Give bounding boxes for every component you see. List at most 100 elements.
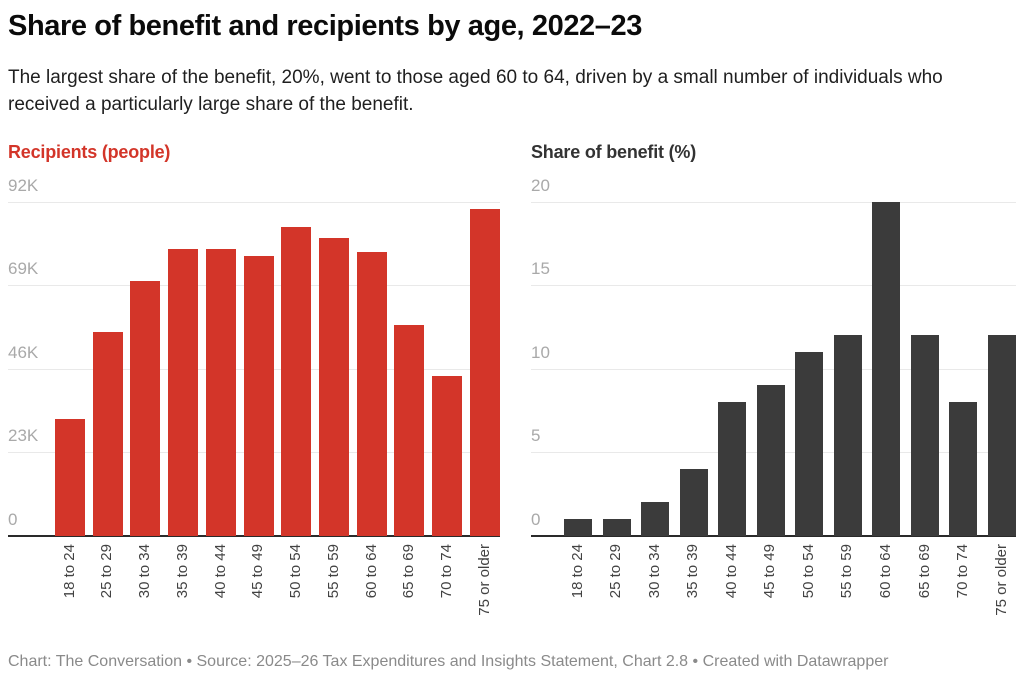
x-slot-benefit-45-to-49: 45 to 49 bbox=[757, 544, 785, 639]
y-tick-label-recipients-23k: 23K bbox=[8, 426, 39, 445]
bar-benefit-25-to-29 bbox=[602, 518, 631, 536]
gridline-benefit-10 bbox=[531, 368, 1016, 370]
x-slot-benefit-70-to-74: 70 to 74 bbox=[949, 544, 977, 639]
x-slot-recipients-50-to-54: 50 to 54 bbox=[281, 544, 311, 639]
x-tick-label-benefit-30-to-34: 30 to 34 bbox=[645, 543, 663, 598]
x-slot-benefit-55-to-59: 55 to 59 bbox=[834, 544, 862, 639]
x-tick-label-recipients-60-to-64: 60 to 64 bbox=[362, 543, 380, 598]
x-slot-benefit-40-to-44: 40 to 44 bbox=[718, 544, 746, 639]
bar-benefit-70-to-74 bbox=[949, 401, 978, 536]
bar-benefit-18-to-24 bbox=[564, 518, 592, 536]
x-slot-benefit-35-to-39: 35 to 39 bbox=[680, 544, 708, 639]
recipients-chart-title: Recipients (people) bbox=[8, 142, 171, 162]
x-slot-benefit-75-or-older: 75 or older bbox=[988, 544, 1016, 639]
y-tick-label-recipients-46k: 46K bbox=[8, 342, 39, 362]
bar-recipients-35-to-39 bbox=[168, 248, 199, 536]
y-tick-label-benefit-10: 10 bbox=[531, 342, 550, 362]
x-tick-label-benefit-18-to-24: 18 to 24 bbox=[568, 543, 586, 598]
benefit-share-chart-title: Share of benefit (%) bbox=[531, 142, 697, 162]
bar-benefit-75-or-older bbox=[987, 335, 1016, 536]
x-tick-label-benefit-25-to-29: 25 to 29 bbox=[607, 543, 625, 598]
x-tick-label-benefit-50-to-54: 50 to 54 bbox=[799, 543, 817, 598]
benefit-x-axis-labels: 18 to 24 25 to 29 30 to 34 35 to 39 40 to 44… bbox=[564, 544, 1016, 639]
x-axis-baseline-recipients-0 bbox=[8, 534, 500, 537]
bar-recipients-55-to-59 bbox=[319, 237, 350, 536]
bar-recipients-50-to-54 bbox=[281, 226, 312, 536]
y-tick-label-recipients-69k: 69K bbox=[8, 259, 39, 278]
bar-recipients-65-to-69 bbox=[394, 324, 425, 536]
x-slot-recipients-18-to-24: 18 to 24 bbox=[55, 544, 85, 639]
x-tick-label-recipients-65-to-69: 65 to 69 bbox=[400, 543, 418, 598]
recipients-bars bbox=[55, 202, 500, 536]
x-slot-recipients-30-to-34: 30 to 34 bbox=[130, 544, 160, 639]
bar-recipients-45-to-49 bbox=[243, 255, 274, 536]
gridline-benefit-15 bbox=[531, 285, 1016, 286]
x-tick-label-recipients-25-to-29: 25 to 29 bbox=[98, 543, 116, 598]
x-tick-label-recipients-55-to-59: 55 to 59 bbox=[324, 543, 342, 598]
chart-attribution-footer: Chart: The Conversation • Source: 2025–2… bbox=[8, 653, 889, 670]
x-tick-label-benefit-55-to-59: 55 to 59 bbox=[838, 543, 856, 598]
bar-recipients-25-to-29 bbox=[92, 332, 123, 536]
bar-recipients-70-to-74 bbox=[432, 375, 463, 536]
recipients-chart: Recipients (people) 92K 69K 46K 23K 0 18 to 2… bbox=[8, 142, 500, 647]
x-slot-recipients-55-to-59: 55 to 59 bbox=[319, 544, 349, 639]
bar-benefit-35-to-39 bbox=[679, 468, 708, 536]
bar-benefit-40-to-44 bbox=[718, 401, 747, 536]
benefit-share-chart: Share of benefit (%) 20 15 10 5 0 18 to 24 25 … bbox=[531, 142, 1016, 647]
x-tick-label-benefit-35-to-39: 35 to 39 bbox=[684, 543, 702, 598]
x-slot-recipients-65-to-69: 65 to 69 bbox=[394, 544, 424, 639]
page-subtitle: The largest share of the benefit, 20%, w… bbox=[8, 67, 943, 115]
y-tick-label-benefit-5: 5 bbox=[531, 426, 541, 445]
x-tick-label-benefit-70-to-74: 70 to 74 bbox=[954, 543, 972, 598]
x-slot-benefit-25-to-29: 25 to 29 bbox=[603, 544, 631, 639]
x-tick-label-recipients-18-to-24: 18 to 24 bbox=[60, 543, 78, 598]
x-slot-benefit-18-to-24: 18 to 24 bbox=[564, 544, 592, 639]
x-tick-label-benefit-65-to-69: 65 to 69 bbox=[915, 543, 933, 598]
y-tick-label-benefit-15: 15 bbox=[531, 259, 550, 278]
bar-benefit-60-to-64 bbox=[872, 201, 901, 536]
bar-benefit-55-to-59 bbox=[833, 335, 862, 536]
bar-recipients-60-to-64 bbox=[356, 252, 387, 536]
bar-benefit-65-to-69 bbox=[910, 335, 939, 536]
x-tick-label-benefit-45-to-49: 45 to 49 bbox=[761, 543, 779, 598]
x-slot-recipients-25-to-29: 25 to 29 bbox=[93, 544, 123, 639]
x-slot-benefit-50-to-54: 50 to 54 bbox=[795, 544, 823, 639]
benefit-bars bbox=[564, 201, 1016, 536]
x-tick-label-benefit-75-or-older: 75 or older bbox=[992, 543, 1010, 616]
x-tick-label-recipients-45-to-49: 45 to 49 bbox=[249, 543, 267, 598]
page-title: Share of benefit and recipients by age, … bbox=[8, 10, 642, 42]
x-slot-recipients-70-to-74: 70 to 74 bbox=[432, 544, 462, 639]
x-tick-label-recipients-50-to-54: 50 to 54 bbox=[287, 543, 305, 598]
x-tick-label-recipients-35-to-39: 35 to 39 bbox=[173, 543, 191, 598]
y-tick-label-benefit-0: 0 bbox=[531, 509, 541, 529]
x-slot-benefit-65-to-69: 65 to 69 bbox=[911, 544, 939, 639]
gridline-benefit-20 bbox=[531, 201, 1016, 203]
bar-recipients-18-to-24 bbox=[55, 419, 85, 536]
x-slot-recipients-75-or-older: 75 or older bbox=[470, 544, 500, 639]
bar-recipients-40-to-44 bbox=[205, 248, 236, 536]
bar-benefit-50-to-54 bbox=[795, 351, 824, 536]
y-tick-label-benefit-20: 20 bbox=[531, 175, 550, 195]
x-tick-label-recipients-40-to-44: 40 to 44 bbox=[211, 543, 229, 598]
bar-benefit-30-to-34 bbox=[641, 502, 670, 536]
gridline-recipients-92k bbox=[8, 201, 500, 203]
x-slot-recipients-60-to-64: 60 to 64 bbox=[357, 544, 387, 639]
x-tick-label-recipients-70-to-74: 70 to 74 bbox=[437, 543, 455, 598]
y-tick-label-recipients-0: 0 bbox=[8, 509, 18, 529]
y-tick-label-recipients-92k: 92K bbox=[8, 175, 39, 195]
bar-recipients-30-to-34 bbox=[130, 281, 161, 536]
x-slot-recipients-40-to-44: 40 to 44 bbox=[206, 544, 236, 639]
x-tick-label-recipients-30-to-34: 30 to 34 bbox=[136, 543, 154, 598]
x-tick-label-benefit-60-to-64: 60 to 64 bbox=[877, 543, 894, 598]
bar-benefit-45-to-49 bbox=[756, 385, 785, 536]
x-axis-baseline-benefit-0 bbox=[531, 534, 1016, 537]
x-slot-benefit-30-to-34: 30 to 34 bbox=[641, 544, 669, 639]
x-slot-benefit-60-to-64: 60 to 64 bbox=[872, 544, 900, 639]
x-tick-label-recipients-75-or-older: 75 or older bbox=[475, 543, 493, 616]
bar-recipients-75-or-older bbox=[469, 208, 500, 536]
x-slot-recipients-35-to-39: 35 to 39 bbox=[168, 544, 198, 639]
x-tick-label-benefit-40-to-44: 40 to 44 bbox=[722, 543, 740, 598]
x-slot-recipients-45-to-49: 45 to 49 bbox=[244, 544, 274, 639]
recipients-x-axis-labels: 18 to 24 25 to 29 30 to 34 35 to 39 40 to 44… bbox=[55, 544, 500, 639]
